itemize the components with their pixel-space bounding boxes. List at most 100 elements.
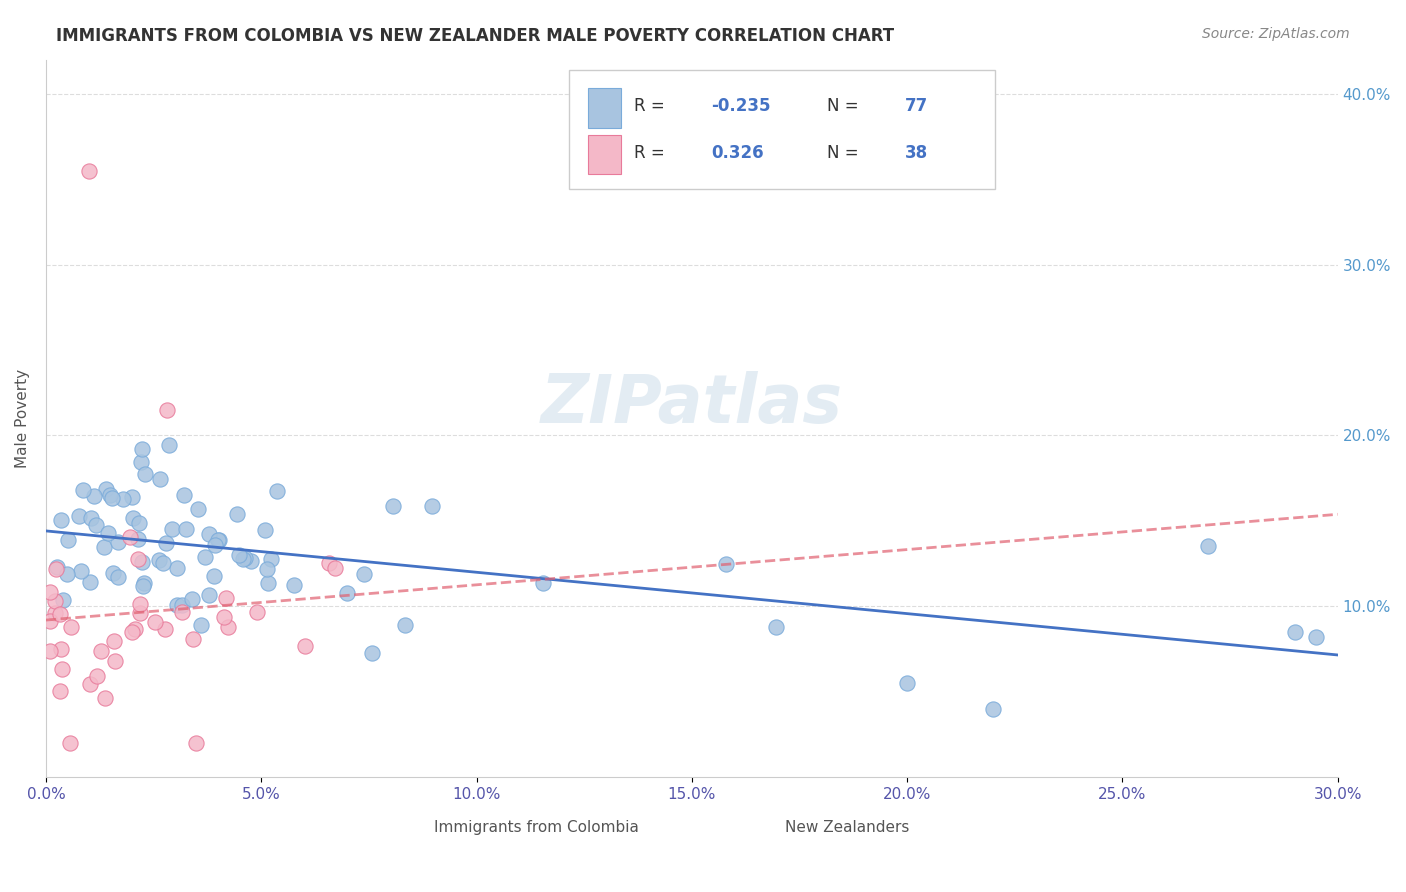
Point <box>134 467 156 481</box>
Point <box>52 593 75 607</box>
Point <box>420 499 443 513</box>
Point <box>294 640 316 654</box>
Point <box>44 562 66 576</box>
Point <box>233 550 256 565</box>
Point <box>84 517 107 532</box>
Point <box>353 567 375 582</box>
Point <box>166 561 188 575</box>
Point <box>148 553 170 567</box>
Point <box>716 557 738 571</box>
Point <box>143 615 166 629</box>
Point <box>77 163 100 178</box>
Point <box>232 551 254 566</box>
Point <box>283 578 305 592</box>
Point <box>101 566 124 580</box>
Point <box>39 614 62 628</box>
Point <box>131 555 153 569</box>
Point <box>323 560 346 574</box>
Point <box>152 556 174 570</box>
Text: N =: N = <box>827 144 865 161</box>
Point <box>100 491 122 506</box>
Point <box>94 482 117 496</box>
Point <box>86 668 108 682</box>
Point <box>336 586 359 600</box>
Point <box>44 594 66 608</box>
Point <box>45 559 67 574</box>
Point <box>97 526 120 541</box>
Point <box>260 552 283 566</box>
Text: R =: R = <box>634 144 669 161</box>
Point <box>149 472 172 486</box>
Point <box>79 510 101 524</box>
Point <box>72 483 94 497</box>
Point <box>157 438 180 452</box>
Point <box>44 606 66 620</box>
Point <box>212 610 235 624</box>
Text: Immigrants from Colombia: Immigrants from Colombia <box>434 820 640 835</box>
Point <box>207 533 229 548</box>
Point <box>120 530 142 544</box>
Point <box>166 598 188 612</box>
Point <box>172 605 194 619</box>
Point <box>122 511 145 525</box>
Point <box>155 536 177 550</box>
Text: -0.235: -0.235 <box>711 97 770 115</box>
Point <box>174 522 197 536</box>
Point <box>49 513 72 527</box>
Point <box>129 455 152 469</box>
Point <box>103 634 125 648</box>
Point <box>104 654 127 668</box>
Point <box>198 588 221 602</box>
Point <box>49 642 72 657</box>
Point <box>79 676 101 690</box>
Point <box>531 575 554 590</box>
Point <box>204 538 226 552</box>
FancyBboxPatch shape <box>388 809 420 838</box>
Point <box>59 736 82 750</box>
Point <box>56 567 79 582</box>
Point <box>83 490 105 504</box>
Point <box>194 549 217 564</box>
Point <box>181 591 204 606</box>
Point <box>217 620 239 634</box>
Point <box>93 541 115 555</box>
Text: New Zealanders: New Zealanders <box>785 820 910 835</box>
Point <box>51 662 73 676</box>
Point <box>127 552 149 566</box>
Point <box>181 632 204 646</box>
Point <box>896 676 918 690</box>
Point <box>202 569 225 583</box>
Point <box>170 598 193 612</box>
Point <box>246 605 269 619</box>
Point <box>240 554 263 568</box>
Point <box>228 549 250 563</box>
FancyBboxPatch shape <box>737 809 769 838</box>
Point <box>266 484 288 499</box>
Text: ZIPatlas: ZIPatlas <box>541 371 842 437</box>
Point <box>1284 624 1306 639</box>
Point <box>155 402 177 417</box>
Point <box>90 644 112 658</box>
Point <box>394 618 416 632</box>
Point <box>107 534 129 549</box>
FancyBboxPatch shape <box>569 70 995 189</box>
Point <box>381 500 404 514</box>
Point <box>184 736 207 750</box>
Point <box>225 508 247 522</box>
Text: 77: 77 <box>905 97 928 115</box>
Point <box>124 622 146 636</box>
Point <box>39 644 62 658</box>
Text: N =: N = <box>827 97 865 115</box>
Text: Source: ZipAtlas.com: Source: ZipAtlas.com <box>1202 27 1350 41</box>
Point <box>187 502 209 516</box>
Point <box>121 624 143 639</box>
Point <box>49 684 72 698</box>
Point <box>129 607 152 621</box>
Point <box>253 523 276 537</box>
Point <box>132 575 155 590</box>
Point <box>131 442 153 457</box>
Point <box>981 701 1004 715</box>
Point <box>132 579 155 593</box>
Point <box>190 618 212 632</box>
Point <box>59 620 82 634</box>
